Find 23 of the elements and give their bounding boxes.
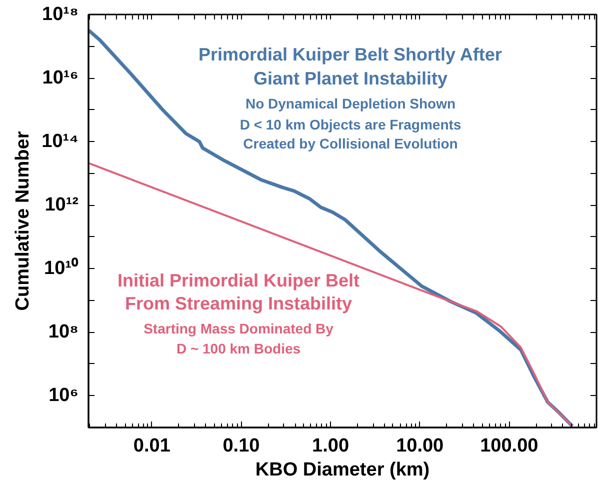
y-tick-label: 10⁶ [48, 385, 79, 406]
annotation: D ~ 100 km Bodies [176, 340, 301, 356]
y-axis-title: Cumulative Number [12, 130, 34, 311]
x-tick-label: 100.00 [480, 436, 538, 456]
annotation: D < 10 km Objects are Fragments [240, 116, 462, 132]
annotation: From Streaming Instability [124, 294, 352, 314]
annotation: Starting Mass Dominated By [144, 320, 334, 336]
y-tick-label: 10¹² [44, 194, 79, 216]
x-tick-label: 1.00 [312, 436, 350, 456]
x-tick-label: 0.10 [222, 436, 260, 456]
x-tick-label: 0.01 [133, 436, 171, 456]
x-axis-title: KBO Diameter (km) [255, 460, 430, 480]
y-tick-label: 10¹⁶ [42, 68, 79, 89]
annotation: Primordial Kuiper Belt Shortly After [198, 44, 502, 64]
y-tick-label: 10¹⁰ [44, 257, 79, 280]
annotation: Initial Primordial Kuiper Belt [117, 270, 360, 290]
annotation: No Dynamical Depletion Shown [245, 96, 456, 112]
y-tick-label: 10¹⁸ [42, 4, 79, 25]
y-tick-label: 10⁸ [48, 322, 79, 343]
y-tick-label: 10¹⁴ [42, 131, 78, 152]
annotation: Created by Collisional Evolution [243, 136, 458, 152]
annotation: Giant Planet Instability [253, 68, 448, 88]
x-tick-label: 10.00 [396, 436, 444, 456]
